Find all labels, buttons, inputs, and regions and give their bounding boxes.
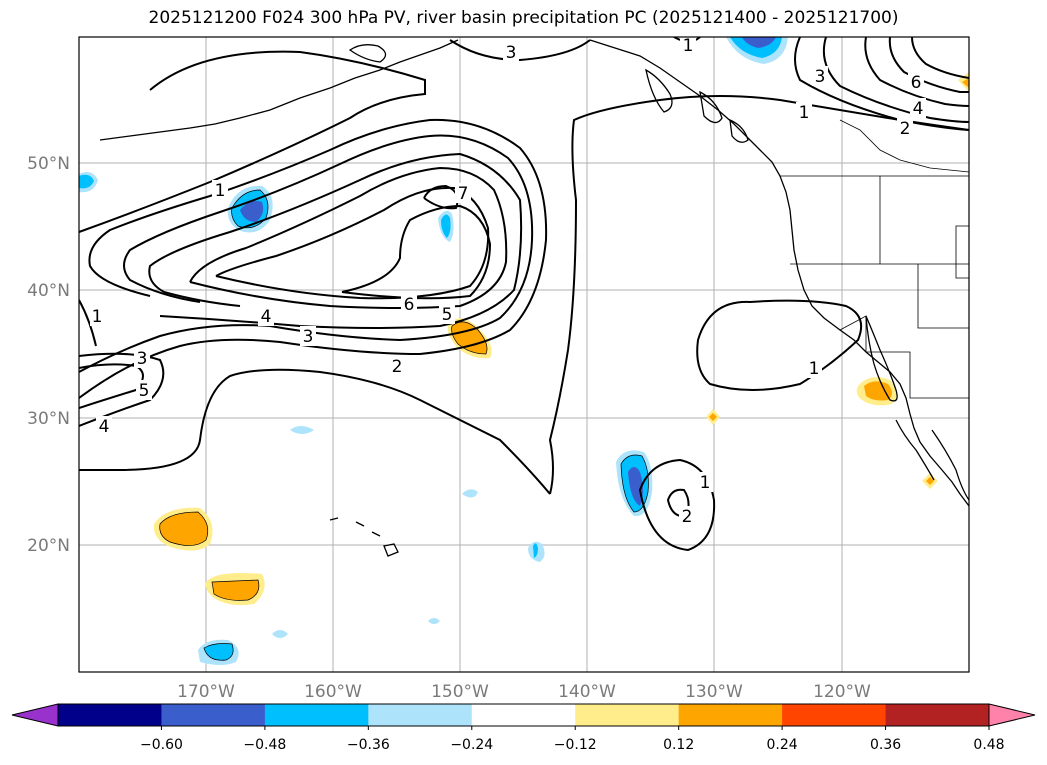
lon-label: 130°W [685, 682, 743, 702]
lat-label: 50°N [27, 154, 70, 174]
colorbar-bin [471, 704, 576, 726]
colorbar-tick-label: −0.24 [450, 737, 493, 753]
contour-label: 2 [392, 357, 403, 377]
contour-label: 3 [303, 327, 314, 347]
contour-label: 1 [700, 473, 711, 493]
colorbar-tick-label: −0.12 [554, 737, 597, 753]
contour-label: 2 [682, 507, 693, 527]
map-title: 2025121200 F024 300 hPa PV, river basin … [148, 8, 899, 28]
contour-label: 1 [92, 307, 103, 327]
contour-label: 4 [99, 417, 110, 437]
map-frame [78, 36, 970, 673]
lat-label: 30°N [27, 409, 70, 429]
lat-label: 20°N [27, 536, 70, 556]
colorbar-tick-label: 0.36 [870, 737, 901, 753]
lat-label: 40°N [27, 281, 70, 301]
colorbar-tick-label: −0.36 [347, 737, 390, 753]
colorbar-bin [678, 704, 783, 726]
longitude-labels: 170°W 160°W 150°W 140°W 130°W 120°W [177, 682, 871, 702]
colorbar-bin [368, 704, 473, 726]
colorbar-tick-label: −0.60 [140, 737, 183, 753]
lon-label: 140°W [558, 682, 616, 702]
lon-label: 120°W [813, 682, 871, 702]
colorbar-bin [264, 704, 369, 726]
colorbar-tick-label: 0.12 [663, 737, 694, 753]
colorbar-tick-label: −0.48 [243, 737, 286, 753]
contour-label: 7 [458, 184, 469, 204]
contour-label: 1 [215, 181, 226, 201]
contour-label: 4 [261, 307, 272, 327]
contour-label: 2 [900, 119, 911, 139]
colorbar-bin [885, 704, 990, 726]
contour-label: 1 [809, 359, 820, 379]
contour-label: 3 [137, 349, 148, 369]
contour-label: 3 [506, 43, 517, 63]
contour-labels: 3 1 6 4 2 3 1 1 7 4 6 5 3 2 1 3 5 4 1 1 … [90, 36, 926, 527]
contour-label: 5 [139, 381, 150, 401]
contour-label: 6 [911, 73, 922, 93]
map-background [79, 37, 969, 672]
pv-contours [79, 37, 969, 552]
contour-label: 4 [913, 99, 924, 119]
colorbar-bin [782, 704, 887, 726]
coastlines [99, 39, 969, 557]
contour-label: 3 [815, 67, 826, 87]
lon-label: 150°W [431, 682, 489, 702]
contour-label: 1 [799, 103, 810, 123]
colorbar-outline [57, 703, 990, 727]
contour-label: 5 [442, 305, 453, 325]
political-borders [780, 119, 969, 399]
colorbar-bin [58, 704, 162, 726]
colorbar-tick-label: 0.24 [767, 737, 798, 753]
colorbar: −0.60 −0.48 −0.36 −0.24 −0.12 0.12 0.24 0.36 0.4… [11, 703, 1036, 753]
contour-label: 6 [404, 295, 415, 315]
colorbar-extend-right [989, 704, 1035, 726]
latitude-labels: 50°N 40°N 30°N 20°N [27, 154, 70, 556]
colorbar-bin [161, 704, 266, 726]
colorbar-tick-label: 0.48 [973, 737, 1004, 753]
colorbar-bin [575, 704, 680, 726]
lon-label: 170°W [177, 682, 235, 702]
lon-label: 160°W [304, 682, 362, 702]
colorbar-extend-left [12, 704, 58, 726]
patch-outlines [159, 189, 649, 661]
contour-label: 1 [683, 36, 694, 56]
